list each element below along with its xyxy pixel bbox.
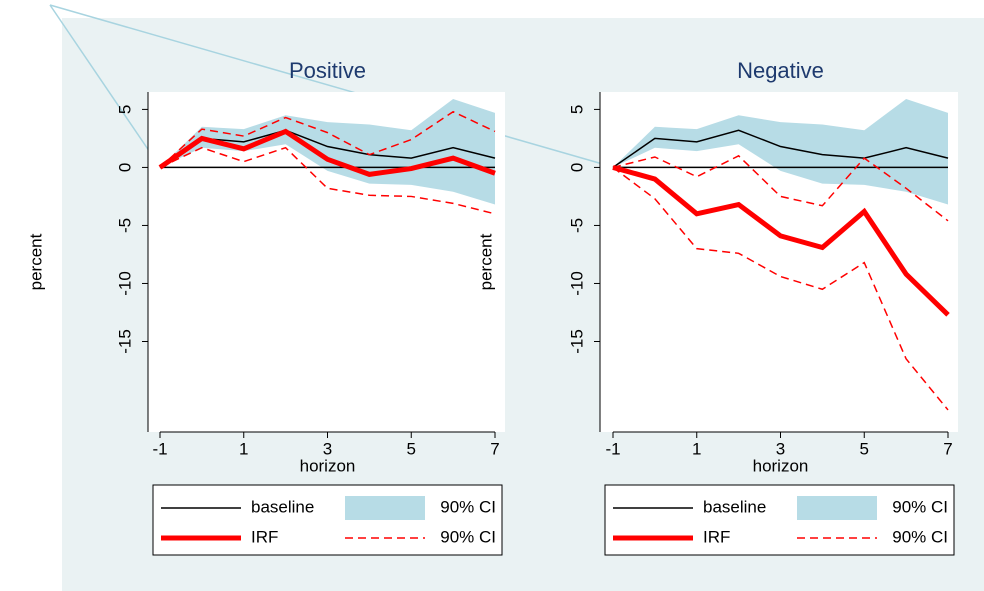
irf-line bbox=[158, 128, 496, 177]
ci-line bbox=[159, 146, 496, 215]
y-tick-label: 0 bbox=[567, 163, 586, 172]
y-tick-label: 5 bbox=[567, 105, 586, 114]
y-tick-label: -5 bbox=[115, 218, 134, 233]
legend-label: 90% CI bbox=[440, 527, 496, 546]
ci-line bbox=[159, 110, 496, 168]
x-tick-label: 1 bbox=[692, 439, 701, 458]
y-axis-title: percent bbox=[26, 233, 45, 290]
legend-swatch bbox=[797, 496, 877, 520]
stray-line bbox=[49, 4, 614, 168]
y-tick-label: -15 bbox=[567, 329, 586, 354]
x-axis-title: horizon bbox=[300, 456, 356, 475]
legend-label: IRF bbox=[251, 527, 278, 546]
y-tick-label: -5 bbox=[567, 218, 586, 233]
y-axis-title: percent bbox=[476, 233, 495, 290]
legend-label: 90% CI bbox=[892, 527, 948, 546]
chart-title: Positive bbox=[289, 58, 366, 83]
chart-title: Negative bbox=[737, 58, 824, 83]
x-tick-label: 7 bbox=[943, 439, 952, 458]
x-tick-label: 1 bbox=[239, 439, 248, 458]
x-tick-label: 3 bbox=[776, 439, 785, 458]
x-tick-label: -1 bbox=[605, 439, 620, 458]
y-tick-label: -15 bbox=[115, 329, 134, 354]
ci-line bbox=[612, 166, 949, 411]
y-tick-label: -10 bbox=[115, 271, 134, 296]
x-tick-label: 5 bbox=[407, 439, 416, 458]
baseline-line bbox=[612, 129, 949, 169]
legend bbox=[152, 484, 503, 556]
x-axis-title: horizon bbox=[753, 456, 809, 475]
legend-swatch bbox=[345, 496, 425, 520]
ci-band bbox=[160, 98, 495, 205]
legend-label: 90% CI bbox=[892, 497, 948, 516]
legend-label: baseline bbox=[703, 497, 766, 516]
legend-label: IRF bbox=[703, 527, 730, 546]
y-tick-label: 0 bbox=[115, 163, 134, 172]
ci-line bbox=[612, 154, 949, 222]
legend-label: baseline bbox=[251, 497, 314, 516]
y-tick-label: 5 bbox=[115, 105, 134, 114]
stray-line bbox=[49, 4, 161, 168]
irf-line bbox=[612, 165, 950, 317]
ci-band bbox=[613, 98, 948, 205]
x-tick-label: 7 bbox=[490, 439, 499, 458]
legend-label: 90% CI bbox=[440, 497, 496, 516]
y-tick-label: -10 bbox=[567, 271, 586, 296]
x-tick-label: -1 bbox=[152, 439, 167, 458]
x-tick-label: 5 bbox=[860, 439, 869, 458]
x-tick-label: 3 bbox=[323, 439, 332, 458]
legend bbox=[604, 484, 955, 556]
